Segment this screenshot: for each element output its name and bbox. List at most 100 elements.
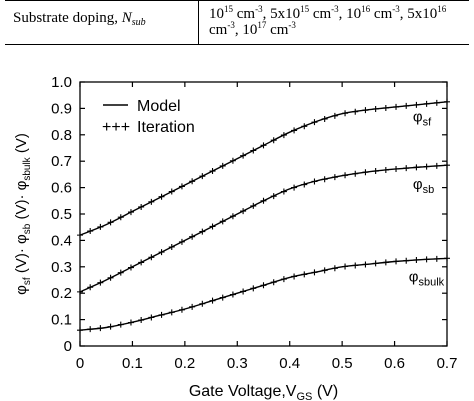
iteration-marker: [444, 255, 450, 262]
iteration-marker: [311, 269, 318, 276]
iteration-marker: [331, 265, 338, 272]
iteration-marker: [240, 152, 247, 159]
iteration-marker: [199, 228, 206, 235]
iteration-marker: [413, 164, 420, 171]
iteration-marker: [270, 279, 277, 286]
iteration-marker: [413, 256, 420, 263]
table-value-superscript: 16: [361, 4, 371, 14]
iteration-marker: [362, 169, 369, 176]
table-row-label-text: Substrate doping,: [13, 10, 122, 26]
iteration-marker: [362, 261, 369, 268]
series-line-2: [79, 257, 448, 331]
iteration-marker: [178, 238, 185, 245]
iteration-marker: [107, 323, 114, 330]
iteration-marker: [301, 181, 308, 188]
iteration-marker: [87, 228, 94, 235]
iteration-marker: [342, 110, 349, 117]
iteration-marker: [270, 137, 277, 144]
y-tick-label: 0.6: [51, 180, 72, 197]
iteration-marker: [199, 173, 206, 180]
y-axis-label-part: (V)· φ: [13, 180, 30, 223]
iteration-marker: [413, 101, 420, 108]
iteration-marker: [189, 233, 196, 240]
iteration-marker: [158, 249, 165, 256]
table-value-text: , 10: [234, 22, 258, 38]
iteration-marker: [393, 166, 400, 173]
table-column-divider: [198, 0, 199, 44]
x-tick-label: 0.1: [122, 355, 143, 372]
iteration-marker: [260, 282, 267, 289]
iteration-marker: [117, 269, 124, 276]
iteration-marker: [311, 178, 318, 185]
iteration-marker: [372, 168, 379, 175]
table-value-superscript: 17: [257, 20, 267, 30]
table-value-text: , 10: [338, 6, 362, 22]
iteration-marker: [158, 311, 165, 318]
table-row-label: Substrate doping, Nsub: [13, 10, 146, 28]
iteration-marker: [342, 172, 349, 179]
iteration-marker: [229, 291, 236, 298]
y-axis-label-part: sb: [22, 223, 33, 234]
y-tick-label: 0.4: [51, 232, 72, 249]
iteration-marker: [372, 105, 379, 112]
iteration-marker: [423, 100, 430, 107]
iteration-marker: [107, 274, 114, 281]
iteration-marker: [280, 132, 287, 139]
table-value-text: cm: [370, 6, 393, 22]
iteration-marker: [209, 223, 216, 230]
iteration-marker: [240, 208, 247, 215]
iteration-marker: [87, 326, 94, 333]
iteration-marker: [168, 188, 175, 195]
y-tick-label: 0.9: [51, 100, 72, 117]
table-value-text: , 5x10: [399, 6, 438, 22]
x-axis-label-xlabel-sub: GS: [296, 391, 312, 401]
iteration-marker: [403, 165, 410, 172]
curve-label-sbulk-subscript: sbulk: [418, 276, 444, 288]
x-tick-label: 0.5: [332, 355, 353, 372]
iteration-marker: [311, 119, 318, 126]
y-axis-label-part: sbulk: [22, 156, 33, 180]
y-tick-label: 1.0: [51, 74, 72, 91]
table-value-text: cm: [309, 6, 332, 22]
table-value-text: cm: [266, 22, 289, 38]
iteration-marker: [219, 218, 226, 225]
iteration-marker: [321, 267, 328, 274]
y-axis-label: φsf (V)· φsb (V)· φsbulk (V): [13, 133, 33, 295]
iteration-marker: [138, 317, 145, 324]
iteration-marker: [199, 300, 206, 307]
parameter-table-fragment: Substrate doping, Nsub 1015 cm-3, 5x1015…: [5, 0, 469, 45]
table-value-superscript: -3: [227, 20, 235, 30]
x-axis-label-xlabel-unit: (V): [312, 383, 338, 400]
iteration-marker: [260, 197, 267, 204]
x-tick-label: 0.2: [174, 355, 195, 372]
iteration-marker: [291, 127, 298, 134]
iteration-marker: [382, 167, 389, 173]
legend-label-model: Model: [137, 98, 181, 115]
series-line-0: [79, 101, 448, 236]
iteration-marker: [352, 170, 359, 177]
iteration-marker: [148, 254, 155, 261]
iteration-marker: [301, 271, 308, 278]
iteration-marker: [127, 264, 134, 271]
iteration-marker: [433, 255, 440, 262]
y-axis-label-part: φ: [13, 285, 30, 295]
iteration-marker: [127, 319, 134, 326]
iteration-marker: [331, 112, 338, 119]
x-tick-label: 0.6: [384, 355, 405, 372]
curve-label-sb-base: φ: [413, 176, 423, 193]
table-value-superscript: -3: [331, 4, 339, 14]
iteration-marker: [107, 219, 114, 226]
iteration-marker: [127, 209, 134, 216]
iteration-marker: [97, 223, 104, 230]
iteration-marker: [291, 184, 298, 191]
iteration-marker: [189, 178, 196, 185]
table-value-text: cm: [233, 6, 256, 22]
curve-label-sbulk-base: φ: [409, 268, 419, 285]
iteration-marker: [362, 107, 369, 114]
iteration-marker: [342, 263, 349, 270]
x-tick-label: 0.4: [279, 355, 300, 372]
iteration-marker: [117, 214, 124, 221]
iteration-marker: [77, 232, 83, 239]
iteration-marker: [138, 203, 145, 210]
iteration-marker: [280, 276, 287, 283]
